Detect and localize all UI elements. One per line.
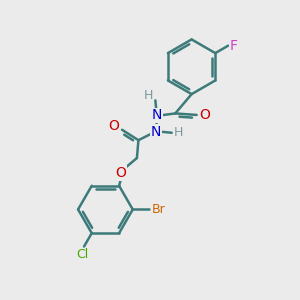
Text: O: O <box>108 119 119 133</box>
Text: H: H <box>173 126 183 139</box>
Text: O: O <box>116 166 127 180</box>
Text: F: F <box>230 39 238 53</box>
Text: H: H <box>144 89 154 102</box>
Text: N: N <box>151 125 161 139</box>
Text: N: N <box>152 108 162 122</box>
Text: O: O <box>200 108 210 122</box>
Text: Br: Br <box>152 203 166 216</box>
Text: Cl: Cl <box>76 248 89 261</box>
